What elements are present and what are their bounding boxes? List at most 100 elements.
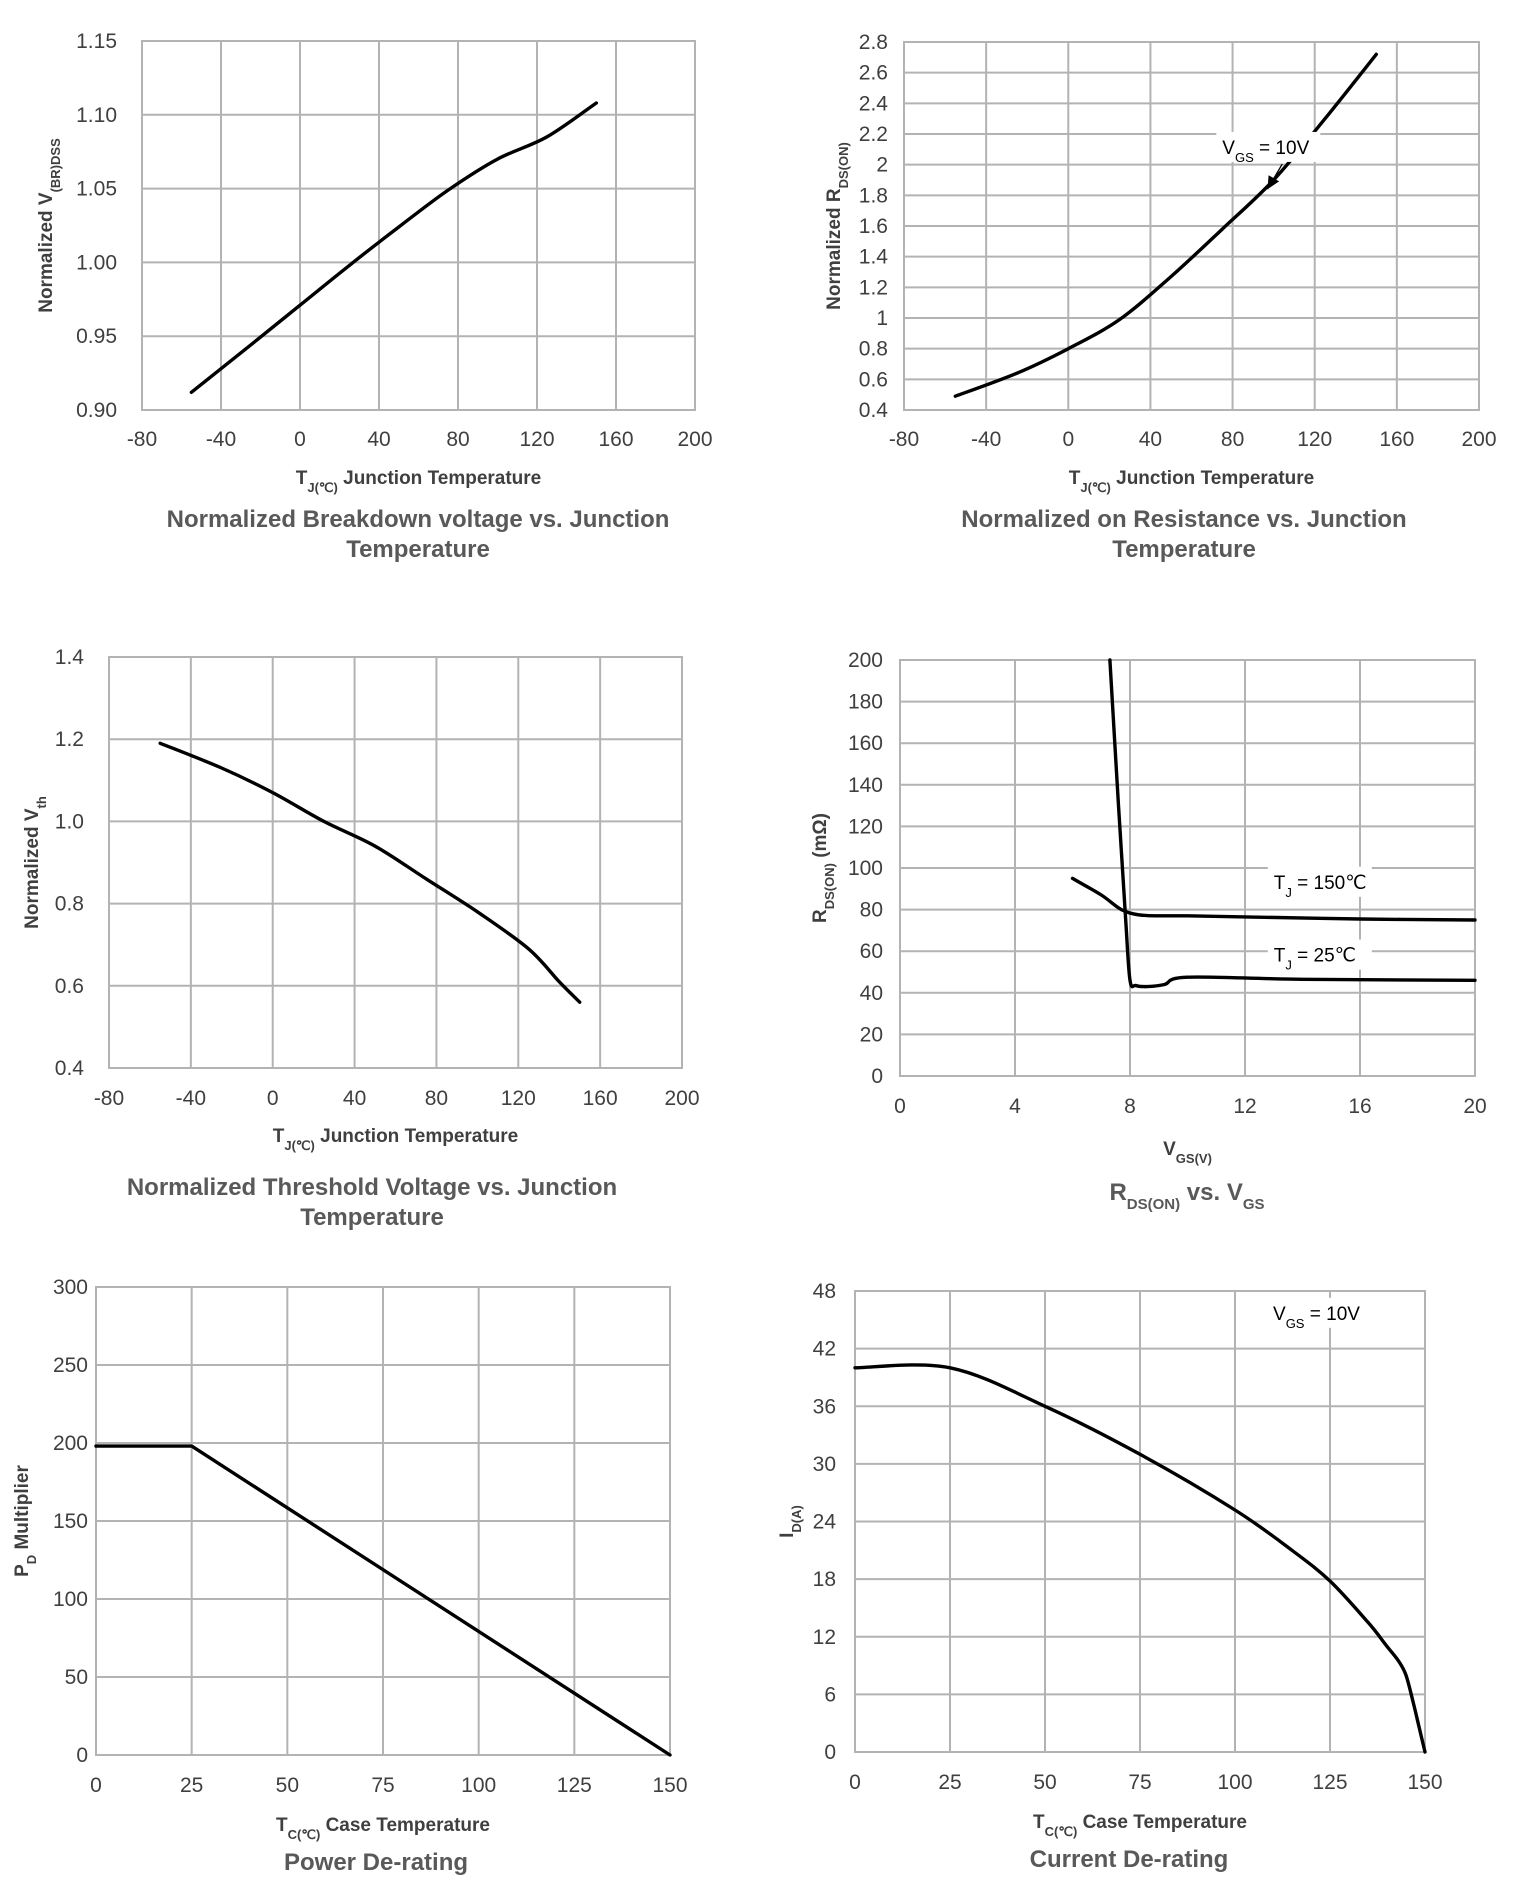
y-tick-label: 0 — [824, 1741, 836, 1764]
y-tick-label: 1.15 — [76, 30, 117, 53]
x-tick-label: 0 — [1062, 428, 1074, 451]
y-tick-label: 150 — [53, 1510, 88, 1533]
x-axis-label: TC(℃) Case Temperature — [276, 1815, 490, 1842]
x-tick-label: 80 — [446, 428, 469, 451]
plot-area-frame — [854, 1290, 1426, 1753]
x-tick-label: 120 — [501, 1087, 536, 1110]
chart-title: Temperature — [346, 536, 490, 563]
chart-c5: 0 25 50 75 100 125 150 0 50 100 150 200 250 300 TC(℃) … — [12, 1276, 688, 1876]
plot-area-frame — [899, 659, 1476, 1077]
x-tick-label: 160 — [583, 1087, 618, 1110]
x-tick-label: 0 — [894, 1095, 906, 1118]
x-tick-label: 25 — [938, 1771, 961, 1794]
y-tick-label: 0.8 — [859, 338, 888, 361]
y-tick-label: 0 — [871, 1065, 883, 1088]
y-tick-label: 0.90 — [76, 399, 117, 422]
x-tick-label: 80 — [1221, 428, 1244, 451]
y-tick-label: 1.4 — [859, 246, 889, 269]
x-tick-label: 100 — [1217, 1771, 1252, 1794]
x-tick-label: 40 — [343, 1087, 366, 1110]
y-tick-label: 1 — [876, 307, 888, 330]
y-tick-label: 250 — [53, 1354, 88, 1377]
x-tick-label: 50 — [1033, 1771, 1056, 1794]
series-line — [189, 101, 598, 394]
y-tick-label: 1.05 — [76, 178, 117, 201]
x-tick-label: 75 — [1128, 1771, 1151, 1794]
y-tick-label: 40 — [860, 982, 883, 1005]
y-tick-label: 24 — [813, 1511, 837, 1534]
x-tick-label: 150 — [1407, 1771, 1442, 1794]
y-tick-label: 120 — [848, 815, 883, 838]
y-tick-label: 180 — [848, 691, 883, 714]
y-axis-label: PD Multiplier — [12, 1465, 39, 1577]
x-tick-label: 40 — [367, 428, 390, 451]
y-tick-label: 20 — [860, 1023, 883, 1046]
y-tick-label: 18 — [813, 1568, 836, 1591]
y-tick-label: 80 — [860, 899, 883, 922]
plot-area-frame — [903, 41, 1480, 411]
annotation-background — [1267, 1297, 1385, 1328]
y-tick-label: 48 — [813, 1280, 836, 1303]
y-tick-label: 0.95 — [76, 325, 117, 348]
annotation-arrowhead — [1267, 175, 1280, 190]
y-axis-label: RDS(ON) (mΩ) — [810, 813, 837, 923]
x-axis-label: TJ(℃) Junction Temperature — [1069, 468, 1315, 495]
annotation-label: TJ = 150℃ — [1274, 873, 1367, 900]
x-tick-label: 20 — [1463, 1095, 1486, 1118]
series-line — [1070, 876, 1477, 922]
y-axis-label: Normalized V(BR)DSS — [36, 138, 63, 313]
chart-c3: -80 -40 0 40 80 120 160 200 0.4 0.6 0.8 1.0 1.2 1.4 TJ… — [22, 646, 700, 1231]
x-tick-label: 50 — [276, 1774, 299, 1797]
x-tick-label: -80 — [127, 428, 157, 451]
x-tick-label: 8 — [1124, 1095, 1136, 1118]
y-tick-label: 0 — [76, 1744, 88, 1767]
y-tick-label: 1.10 — [76, 104, 117, 127]
y-tick-label: 12 — [813, 1626, 836, 1649]
y-tick-label: 2.6 — [859, 62, 888, 85]
x-axis-label: TJ(℃) Junction Temperature — [296, 468, 542, 495]
y-tick-label: 0.6 — [859, 368, 888, 391]
plot-area-frame — [95, 1286, 671, 1756]
chart-title: Current De-rating — [1030, 1846, 1229, 1873]
y-tick-label: 6 — [824, 1683, 836, 1706]
x-tick-label: 25 — [180, 1774, 203, 1797]
x-tick-label: 200 — [664, 1087, 699, 1110]
series-line — [94, 1444, 672, 1757]
annotation-background — [1216, 131, 1321, 162]
series-line — [953, 52, 1378, 398]
y-tick-label: 0.4 — [55, 1057, 85, 1080]
x-tick-label: 75 — [371, 1774, 394, 1797]
y-tick-label: 60 — [860, 940, 883, 963]
y-tick-label: 1.2 — [859, 276, 888, 299]
y-tick-label: 36 — [813, 1395, 836, 1418]
y-axis-label: Normalized RDS(ON) — [824, 142, 851, 310]
chart-c1: -80 -40 0 40 80 120 160 200 0.90 0.95 1.00 1.05 1.10… — [36, 30, 713, 563]
y-tick-label: 0.4 — [859, 399, 889, 422]
plot-area-frame — [108, 656, 683, 1069]
y-tick-label: 300 — [53, 1276, 88, 1299]
x-tick-label: 125 — [1312, 1771, 1347, 1794]
y-tick-label: 1.2 — [55, 728, 84, 751]
y-tick-label: 42 — [813, 1338, 836, 1361]
x-tick-label: -80 — [94, 1087, 124, 1110]
annotation-label: TJ = 25℃ — [1274, 946, 1356, 973]
y-tick-label: 2.8 — [859, 31, 888, 54]
chart-title: Temperature — [300, 1204, 444, 1231]
x-tick-label: -40 — [971, 428, 1001, 451]
chart-c2: -80 -40 0 40 80 120 160 200 0.4 0.6 0.8 1 1.2 1.4 1.6 1… — [824, 31, 1497, 563]
chart-title: Normalized Breakdown voltage vs. Junctio… — [167, 506, 670, 533]
y-tick-label: 1.4 — [55, 646, 85, 669]
x-tick-label: 0 — [294, 428, 306, 451]
y-tick-label: 200 — [53, 1432, 88, 1455]
x-tick-label: 40 — [1139, 428, 1162, 451]
x-tick-label: 12 — [1233, 1095, 1256, 1118]
chart-title: Normalized on Resistance vs. Junction — [961, 506, 1406, 533]
y-tick-label: 1.0 — [55, 810, 84, 833]
y-tick-label: 1.8 — [859, 184, 888, 207]
x-tick-label: 0 — [267, 1087, 279, 1110]
x-tick-label: 0 — [849, 1771, 861, 1794]
x-tick-label: 120 — [519, 428, 554, 451]
y-tick-label: 2.4 — [859, 92, 889, 115]
x-tick-label: 160 — [1379, 428, 1414, 451]
